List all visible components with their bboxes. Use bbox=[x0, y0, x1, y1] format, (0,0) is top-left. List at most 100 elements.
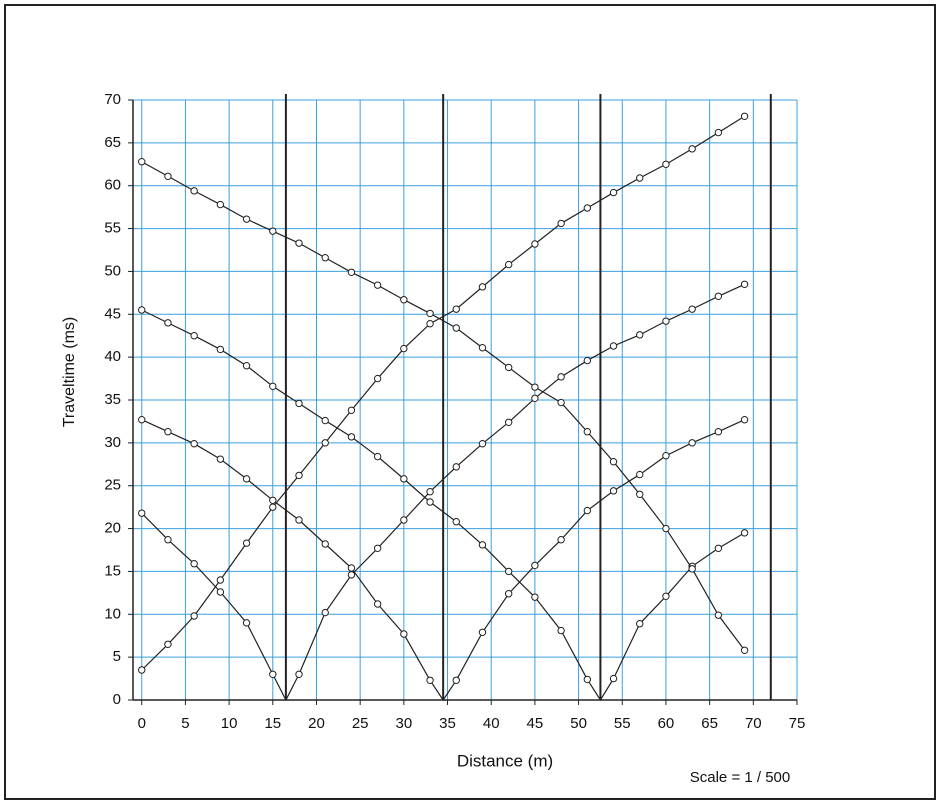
shot-apex bbox=[429, 679, 457, 702]
point bbox=[400, 516, 408, 524]
point bbox=[609, 342, 618, 350]
series-line bbox=[612, 532, 745, 679]
point bbox=[583, 428, 592, 436]
series-line bbox=[141, 309, 588, 680]
point bbox=[190, 612, 198, 620]
point bbox=[636, 174, 644, 182]
point bbox=[636, 620, 644, 628]
x-tick-label: 75 bbox=[789, 715, 806, 732]
point bbox=[662, 592, 670, 600]
point bbox=[557, 626, 565, 635]
point bbox=[190, 187, 198, 195]
point bbox=[714, 428, 723, 436]
point bbox=[426, 676, 434, 684]
point bbox=[609, 188, 618, 197]
y-tick-label: 25 bbox=[104, 477, 121, 494]
point bbox=[478, 440, 487, 448]
point bbox=[295, 399, 303, 408]
point bbox=[478, 541, 487, 549]
point bbox=[688, 565, 696, 573]
point bbox=[478, 344, 487, 352]
point bbox=[190, 560, 198, 568]
x-tick-label: 30 bbox=[395, 715, 412, 732]
point bbox=[426, 309, 434, 318]
point bbox=[452, 305, 460, 313]
series-line bbox=[298, 283, 745, 675]
y-tick-label: 70 bbox=[104, 91, 121, 108]
point bbox=[347, 268, 356, 276]
point bbox=[504, 567, 513, 576]
point bbox=[714, 128, 723, 137]
x-tick-label: 35 bbox=[439, 715, 456, 732]
point bbox=[138, 666, 146, 674]
point bbox=[688, 305, 696, 313]
point bbox=[295, 239, 303, 247]
y-tick-label: 55 bbox=[104, 220, 121, 237]
point bbox=[347, 433, 356, 441]
point bbox=[164, 640, 172, 648]
point bbox=[426, 320, 434, 328]
point bbox=[609, 458, 618, 466]
point bbox=[504, 363, 513, 372]
point bbox=[321, 540, 329, 548]
point bbox=[242, 539, 251, 547]
x-tick-label: 55 bbox=[614, 715, 631, 732]
point bbox=[531, 394, 539, 402]
point bbox=[190, 332, 198, 340]
point bbox=[688, 439, 696, 447]
series-line bbox=[455, 419, 745, 681]
point bbox=[400, 296, 408, 304]
point bbox=[242, 362, 251, 370]
point bbox=[636, 331, 644, 339]
y-tick-label: 0 bbox=[113, 691, 121, 708]
series-line bbox=[141, 512, 274, 675]
point bbox=[662, 524, 670, 533]
point bbox=[583, 204, 592, 212]
point bbox=[609, 674, 618, 683]
x-tick-label: 10 bbox=[221, 715, 238, 732]
series-line bbox=[141, 115, 745, 671]
point bbox=[740, 112, 749, 120]
point bbox=[557, 536, 565, 544]
point bbox=[583, 506, 592, 515]
point bbox=[740, 646, 749, 654]
point bbox=[138, 158, 146, 166]
point bbox=[400, 475, 408, 483]
point bbox=[216, 455, 225, 463]
point bbox=[557, 219, 565, 228]
y-tick-label: 10 bbox=[104, 605, 121, 622]
point bbox=[557, 398, 565, 407]
x-tick-label: 65 bbox=[701, 715, 718, 732]
x-tick-label: 40 bbox=[483, 715, 500, 732]
point bbox=[269, 496, 277, 504]
point bbox=[321, 439, 329, 447]
y-tick-label: 30 bbox=[104, 434, 121, 451]
point bbox=[216, 588, 225, 596]
point bbox=[164, 536, 172, 544]
point bbox=[662, 317, 670, 325]
point bbox=[426, 488, 434, 496]
x-tick-label: 5 bbox=[181, 715, 189, 732]
point bbox=[452, 518, 460, 526]
point bbox=[636, 470, 644, 479]
point bbox=[295, 471, 303, 480]
y-tick-label: 65 bbox=[104, 134, 121, 151]
x-tick-label: 25 bbox=[352, 715, 369, 732]
point bbox=[347, 571, 356, 579]
point bbox=[321, 254, 329, 262]
point bbox=[373, 281, 382, 289]
point bbox=[531, 383, 539, 391]
point bbox=[504, 260, 513, 269]
point bbox=[504, 418, 513, 426]
point bbox=[242, 619, 251, 627]
point bbox=[216, 200, 225, 209]
point bbox=[269, 670, 277, 678]
point bbox=[714, 292, 723, 300]
y-tick-label: 40 bbox=[104, 348, 121, 365]
point bbox=[347, 564, 356, 572]
point bbox=[373, 544, 382, 552]
x-tick-label: 0 bbox=[138, 715, 146, 732]
point bbox=[373, 600, 382, 608]
